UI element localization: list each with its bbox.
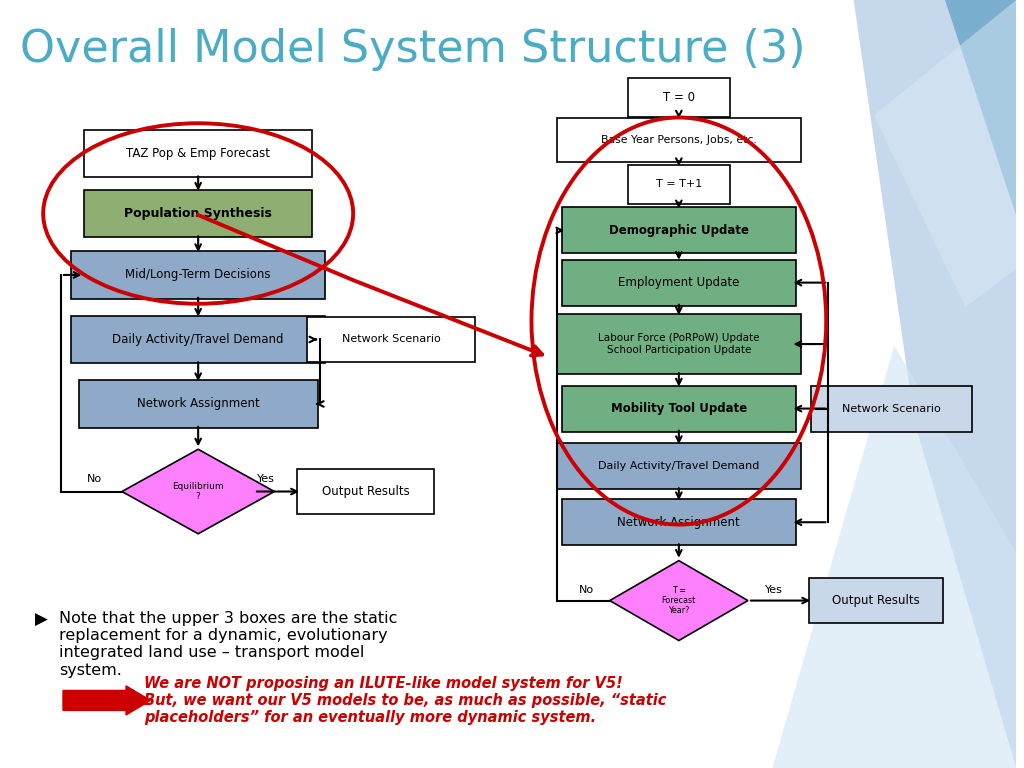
FancyBboxPatch shape [809, 578, 943, 623]
Text: Demographic Update: Demographic Update [609, 224, 749, 237]
FancyBboxPatch shape [84, 190, 312, 237]
Text: Network Scenario: Network Scenario [342, 334, 440, 345]
FancyBboxPatch shape [811, 386, 972, 432]
Text: No: No [579, 585, 594, 595]
Text: Output Results: Output Results [322, 485, 410, 498]
Polygon shape [873, 0, 1016, 307]
Text: ▶: ▶ [35, 611, 47, 628]
FancyArrow shape [63, 686, 151, 715]
Text: Employment Update: Employment Update [618, 276, 739, 289]
FancyBboxPatch shape [628, 165, 730, 204]
Text: Equilibrium
?: Equilibrium ? [172, 482, 224, 502]
FancyBboxPatch shape [562, 499, 796, 545]
Text: Mobility Tool Update: Mobility Tool Update [610, 402, 746, 415]
Text: T = 0: T = 0 [663, 91, 695, 104]
FancyBboxPatch shape [557, 443, 801, 489]
Polygon shape [122, 449, 274, 534]
FancyBboxPatch shape [628, 78, 730, 117]
Text: Mid/Long-Term Decisions: Mid/Long-Term Decisions [125, 269, 271, 281]
FancyBboxPatch shape [307, 317, 475, 362]
Text: Network Assignment: Network Assignment [137, 398, 259, 410]
FancyBboxPatch shape [557, 118, 801, 162]
Text: TAZ Pop & Emp Forecast: TAZ Pop & Emp Forecast [126, 147, 270, 160]
Text: We are NOT proposing an ILUTE-like model system for V5!
But, we want our V5 mode: We are NOT proposing an ILUTE-like model… [144, 676, 667, 725]
Text: Output Results: Output Results [833, 594, 920, 607]
Text: T =
Forecast
Year?: T = Forecast Year? [662, 586, 696, 615]
FancyBboxPatch shape [562, 260, 796, 306]
FancyBboxPatch shape [557, 314, 801, 374]
Text: Overall Model System Structure (3): Overall Model System Structure (3) [20, 28, 806, 71]
Text: Daily Activity/Travel Demand: Daily Activity/Travel Demand [113, 333, 284, 346]
Text: T = T+1: T = T+1 [655, 179, 702, 190]
Polygon shape [609, 561, 748, 641]
Text: No: No [87, 475, 102, 485]
FancyBboxPatch shape [71, 316, 326, 363]
FancyBboxPatch shape [297, 469, 434, 514]
FancyBboxPatch shape [84, 130, 312, 177]
Text: Note that the upper 3 boxes are the static
replacement for a dynamic, evolutiona: Note that the upper 3 boxes are the stat… [59, 611, 397, 677]
FancyBboxPatch shape [79, 380, 317, 428]
Polygon shape [945, 0, 1016, 215]
Polygon shape [854, 0, 1016, 768]
Text: Yes: Yes [257, 475, 275, 485]
Polygon shape [772, 346, 1016, 768]
Text: Network Scenario: Network Scenario [842, 403, 941, 414]
Text: Daily Activity/Travel Demand: Daily Activity/Travel Demand [598, 461, 760, 472]
FancyBboxPatch shape [562, 386, 796, 432]
Text: Base Year Persons, Jobs, etc.: Base Year Persons, Jobs, etc. [601, 134, 757, 145]
Text: Labour Force (PoRPoW) Update
School Participation Update: Labour Force (PoRPoW) Update School Part… [598, 333, 760, 355]
FancyBboxPatch shape [562, 207, 796, 253]
FancyBboxPatch shape [71, 251, 326, 299]
Text: Yes: Yes [765, 585, 783, 595]
Text: Population Synthesis: Population Synthesis [124, 207, 272, 220]
Text: Network Assignment: Network Assignment [617, 516, 740, 528]
